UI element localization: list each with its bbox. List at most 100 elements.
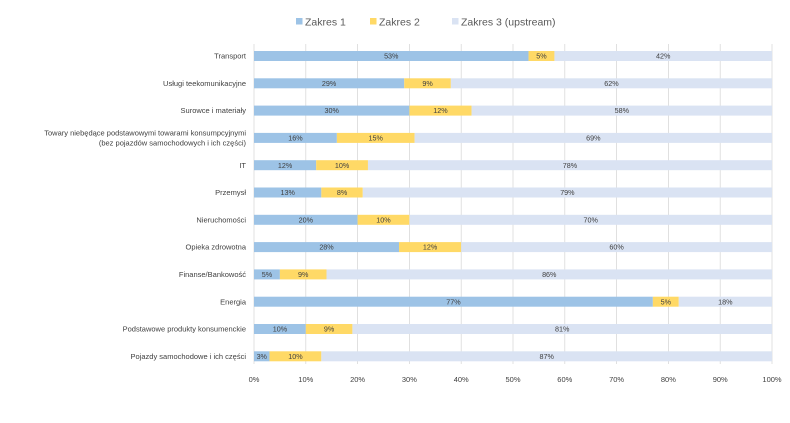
gridlines <box>253 44 773 364</box>
category-label: Usługi teekomunikacyjne <box>163 79 246 88</box>
bar-segment <box>336 132 415 143</box>
legend-swatch <box>452 18 459 25</box>
legend: Zakres 1 Zakres 2 Zakres 3 (upstream) <box>296 17 556 29</box>
data-label: 3% <box>257 352 268 361</box>
x-tick-label: 90% <box>713 375 728 384</box>
category-label: Podstawowe produkty konsumenckie <box>123 325 246 334</box>
category-label: Surowce i materiały <box>181 106 247 115</box>
data-label: 9% <box>422 79 433 88</box>
data-label: 78% <box>563 161 578 170</box>
bar-segment <box>528 51 555 61</box>
bar-segment <box>254 214 358 225</box>
bar-segment <box>471 105 772 116</box>
bar-segment <box>367 160 772 171</box>
category-labels: Transport Usługi teekomunikacyjne Surowce … <box>44 52 247 361</box>
bar-segment <box>554 51 772 61</box>
legend-label: Zakres 3 (upstream) <box>461 17 556 29</box>
data-label: 62% <box>604 79 619 88</box>
category-label: Transport <box>214 52 247 61</box>
bar-segment <box>326 269 772 280</box>
data-label: 10% <box>376 215 391 224</box>
data-label: 10% <box>273 325 288 334</box>
bar-segment <box>321 351 772 362</box>
x-tick-label: 50% <box>505 375 520 384</box>
bar-segment <box>362 187 772 198</box>
data-label: 87% <box>539 352 554 361</box>
bar-segment <box>254 105 410 116</box>
bar-segment <box>269 351 322 362</box>
data-label: 18% <box>718 297 733 306</box>
bar-segment <box>305 324 353 334</box>
bar-segment <box>409 105 472 116</box>
bar-segment <box>414 132 772 143</box>
data-label: 10% <box>288 352 303 361</box>
x-tick-label: 30% <box>402 375 417 384</box>
legend-swatch <box>296 18 303 25</box>
data-label: 10% <box>335 161 350 170</box>
data-labels: 53% 5% 42% 29% 9% 62% 30% 12% 58% 16% 15% 69% 12% 10%… <box>257 52 734 361</box>
bar-segment <box>254 351 270 362</box>
data-label: 81% <box>555 325 570 334</box>
bar-segment <box>279 269 327 280</box>
bar-segment <box>254 324 306 334</box>
data-label: 42% <box>656 52 671 61</box>
data-label: 60% <box>609 243 624 252</box>
bar-segment <box>254 160 317 171</box>
bar-segment <box>254 296 653 307</box>
bar-segment <box>450 78 772 89</box>
data-label: 28% <box>319 243 334 252</box>
category-label: Energia <box>220 297 247 306</box>
category-label: Opieka zdrowotna <box>186 243 247 252</box>
data-label: 79% <box>560 188 575 197</box>
data-label: 20% <box>299 215 314 224</box>
data-label: 5% <box>536 52 547 61</box>
x-tick-label: 60% <box>557 375 572 384</box>
bar-segment <box>254 269 280 280</box>
x-tick-label: 40% <box>454 375 469 384</box>
x-tick-label: 80% <box>661 375 676 384</box>
bar-segment <box>404 78 451 89</box>
category-label: (bez pojazdów samochodowych i ich części… <box>99 139 247 148</box>
bar-segment <box>461 242 772 253</box>
legend-label: Zakres 1 <box>305 17 346 29</box>
category-label: Nieruchomości <box>196 215 246 224</box>
bars <box>254 51 772 362</box>
bar-segment <box>352 324 772 334</box>
data-label: 9% <box>324 325 335 334</box>
data-label: 12% <box>433 106 448 115</box>
category-label: Finanse/Bankowość <box>179 270 246 279</box>
data-label: 58% <box>615 106 630 115</box>
data-label: 29% <box>322 79 337 88</box>
bar-segment <box>409 214 772 225</box>
legend-label: Zakres 2 <box>379 17 420 29</box>
bar-segment <box>254 242 400 253</box>
bar-segment <box>254 51 529 61</box>
data-label: 69% <box>586 134 601 143</box>
data-label: 5% <box>262 270 273 279</box>
bar-segment <box>254 78 405 89</box>
data-label: 9% <box>298 270 309 279</box>
data-label: 12% <box>278 161 293 170</box>
data-label: 77% <box>446 297 461 306</box>
data-label: 8% <box>337 188 348 197</box>
x-tick-label: 0% <box>249 375 260 384</box>
x-axis-ticks: 0% 10% 20% 30% 40% 50% 60% 70% 80% 90% 100% <box>249 375 782 384</box>
bar-segment <box>254 187 322 198</box>
bar-segment <box>652 296 679 307</box>
category-label: IT <box>239 161 246 170</box>
bar-segment <box>357 214 410 225</box>
bar-segment <box>399 242 462 253</box>
data-label: 13% <box>280 188 295 197</box>
data-label: 12% <box>423 243 438 252</box>
bar-segment <box>321 187 363 198</box>
legend-swatch <box>370 18 377 25</box>
x-tick-label: 10% <box>298 375 313 384</box>
data-label: 5% <box>661 297 672 306</box>
data-label: 70% <box>584 215 599 224</box>
category-label: Przemysł <box>215 188 246 197</box>
x-tick-label: 100% <box>762 375 782 384</box>
x-tick-label: 20% <box>350 375 365 384</box>
data-label: 53% <box>384 52 399 61</box>
bar-segment <box>678 296 772 307</box>
